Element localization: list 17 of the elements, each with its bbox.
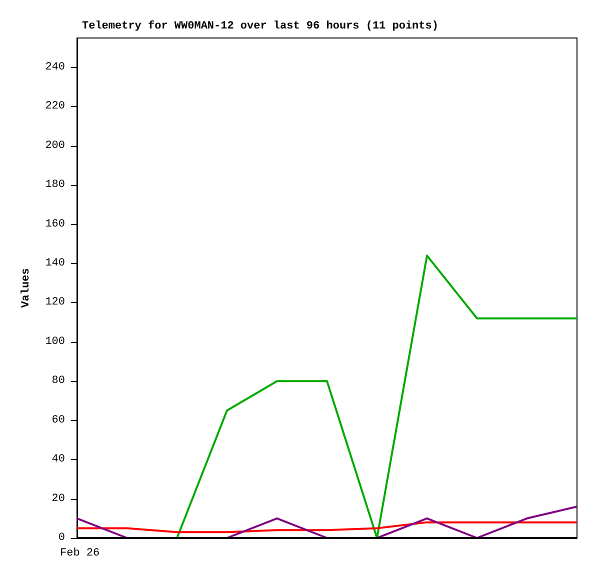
chart-title: Telemetry for WW0MAN-12 over last 96 hours (11 points): [82, 20, 438, 32]
y-tick-label: 180: [45, 179, 65, 192]
y-tick-label: 0: [58, 532, 65, 544]
y-tick-label: 120: [45, 296, 65, 309]
y-tick-label: 100: [45, 336, 65, 348]
y-tick-label: 20: [52, 492, 65, 505]
y-axis-title: Values: [20, 268, 32, 308]
y-tick-label: 220: [45, 100, 65, 113]
y-tick-label: 140: [45, 257, 65, 270]
y-tick-label: 160: [45, 218, 65, 230]
y-tick-label: 40: [52, 454, 65, 466]
text: Feb 26: [60, 548, 100, 560]
y-tick-label: 60: [52, 414, 65, 426]
line-series: [76, 521, 578, 534]
y-tick-label: 80: [52, 375, 65, 388]
y-tick-label: 240: [45, 61, 65, 74]
y-tick-label: 200: [45, 140, 65, 152]
